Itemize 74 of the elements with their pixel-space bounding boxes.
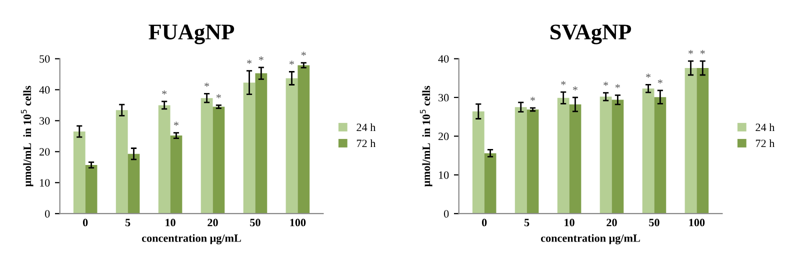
x-tick-label: 100 (689, 218, 705, 226)
bar (212, 106, 225, 214)
x-tick-label: 20 (208, 218, 218, 226)
y-tick-label: 20 (438, 132, 449, 140)
y-axis-title: μmol/mL in 10$^{5}$ cells (21, 86, 34, 187)
data-label: * (301, 52, 306, 56)
x-tick-label: 5 (125, 218, 130, 226)
bar (684, 68, 697, 214)
bar (569, 104, 582, 214)
bar (200, 98, 213, 214)
legend-label: 72 h (756, 139, 775, 148)
bar (600, 96, 612, 214)
bar (73, 132, 86, 214)
bar (472, 111, 484, 214)
data-label: * (174, 122, 178, 126)
y-tick-label: 40 (39, 86, 50, 94)
y-tick-label: 0 (444, 210, 449, 218)
y-tick-label: 20 (40, 148, 50, 156)
bar (286, 78, 298, 214)
data-label: * (688, 50, 694, 54)
x-tick-label: 100 (290, 218, 306, 226)
y-tick-label: 0 (44, 210, 50, 218)
data-label: * (615, 84, 620, 88)
data-label: * (658, 79, 662, 84)
data-label: * (700, 50, 705, 54)
chart-title: FUAgNP (148, 24, 234, 44)
bar (612, 100, 624, 214)
x-tick-label: 0 (482, 218, 487, 226)
legend-label: 72 h (356, 139, 376, 148)
x-axis-title: concentration μg/mL (541, 234, 640, 244)
chart-title: SVAgNP (550, 24, 632, 44)
x-tick-label: 20 (606, 218, 617, 226)
y-tick-label: 10 (40, 179, 50, 187)
bar (85, 164, 98, 214)
data-label: * (204, 82, 210, 87)
y-axis-title: μmol/mL in 10$^{5}$ cells (420, 86, 432, 187)
x-tick-label: 10 (564, 218, 574, 226)
bar (116, 110, 128, 214)
y-tick-label: 30 (438, 94, 449, 102)
data-label: * (604, 82, 608, 86)
bar (526, 109, 539, 214)
data-label: * (247, 60, 252, 64)
bar (514, 107, 527, 214)
bar (243, 82, 256, 214)
bar (158, 105, 170, 214)
legend-label: 24 h (356, 123, 376, 132)
bar (557, 98, 570, 214)
bar (170, 136, 182, 214)
bar (128, 154, 140, 214)
data-label: * (162, 90, 167, 95)
x-tick-label: 0 (82, 218, 88, 226)
x-axis-title: concentration μg/mL (142, 234, 241, 244)
x-tick-label: 5 (524, 218, 530, 226)
data-label: * (216, 94, 221, 98)
bar (484, 153, 496, 214)
data-label: * (290, 60, 294, 65)
data-label: * (561, 81, 566, 86)
y-tick-label: 50 (40, 55, 50, 63)
y-tick-label: 30 (40, 117, 50, 125)
legend-label: 24 h (756, 123, 775, 132)
bar (696, 68, 709, 214)
data-label: * (530, 96, 535, 101)
data-label: * (646, 74, 651, 78)
bar (298, 65, 310, 214)
bar (642, 88, 654, 214)
bar (654, 97, 666, 214)
bar (255, 73, 268, 214)
y-tick-label: 40 (438, 55, 449, 63)
data-label: * (572, 86, 578, 90)
x-tick-label: 10 (166, 218, 176, 226)
x-tick-label: 50 (250, 218, 260, 226)
y-tick-label: 10 (438, 171, 449, 179)
x-tick-label: 50 (649, 218, 660, 226)
data-label: * (258, 56, 264, 60)
